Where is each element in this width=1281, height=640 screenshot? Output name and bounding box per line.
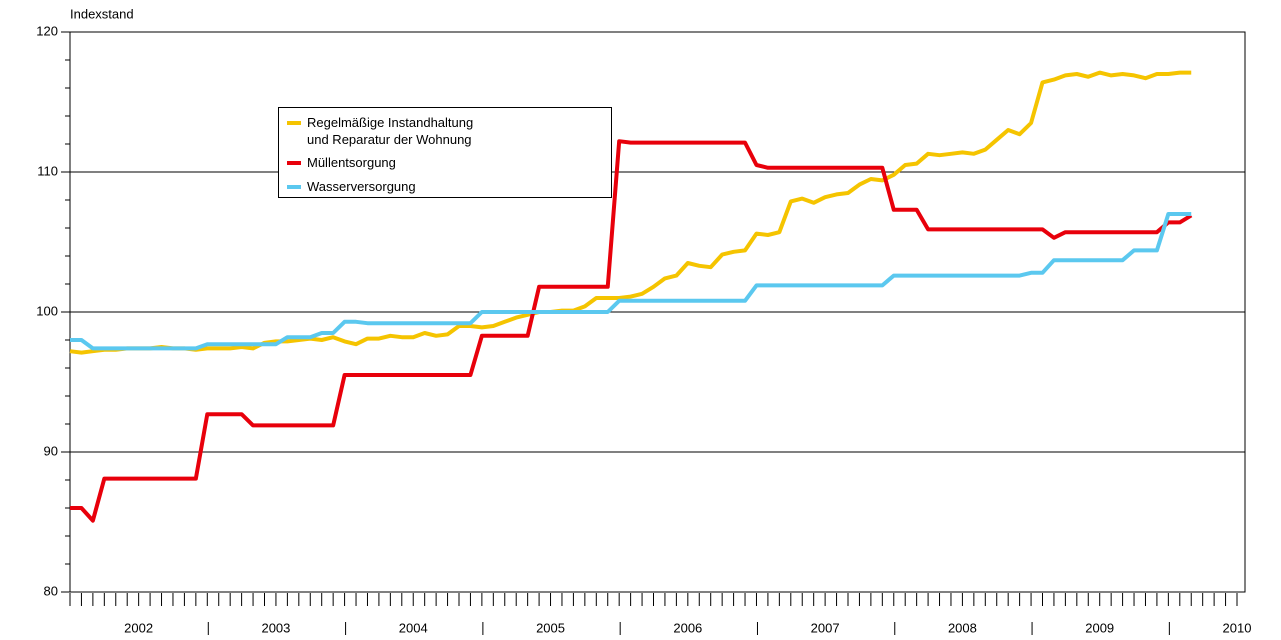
legend-label: Wasserversorgung [307, 179, 416, 194]
legend-label: Müllentsorgung [307, 155, 396, 170]
legend-entry: Müllentsorgung [287, 154, 396, 171]
line-series [70, 212, 1192, 351]
legend-entry: Wasserversorgung [287, 178, 416, 195]
legend-swatch [287, 121, 301, 125]
y-tick-label: 90 [44, 443, 58, 458]
x-tick-label: 2006 [673, 620, 702, 635]
x-tick-label: 2004 [399, 620, 428, 635]
y-tick-label: 110 [37, 163, 58, 178]
y-tick-label: 100 [36, 303, 58, 318]
y-tick-label: 120 [36, 23, 58, 38]
x-tick-label: 2008 [948, 620, 977, 635]
legend-entry: Regelmäßige Instandhaltung und Reparatur… [287, 114, 473, 148]
x-tick-label: 2002 [124, 620, 153, 635]
y-tick-label: 80 [44, 583, 58, 598]
legend-swatch [287, 161, 301, 165]
legend-label: Regelmäßige Instandhaltung und Reparatur… [307, 115, 474, 147]
line-series [70, 139, 1193, 523]
x-tick-label: 2009 [1085, 620, 1114, 635]
x-tick-label: 2010 [1223, 620, 1252, 635]
legend-swatch [287, 185, 301, 189]
line-series [69, 70, 1192, 355]
x-tick-label: 2005 [536, 620, 565, 635]
legend: Regelmäßige Instandhaltung und Reparatur… [278, 107, 612, 198]
x-tick-label: 2007 [811, 620, 840, 635]
y-axis-label: Indexstand [70, 6, 134, 21]
x-tick-label: 2003 [261, 620, 290, 635]
